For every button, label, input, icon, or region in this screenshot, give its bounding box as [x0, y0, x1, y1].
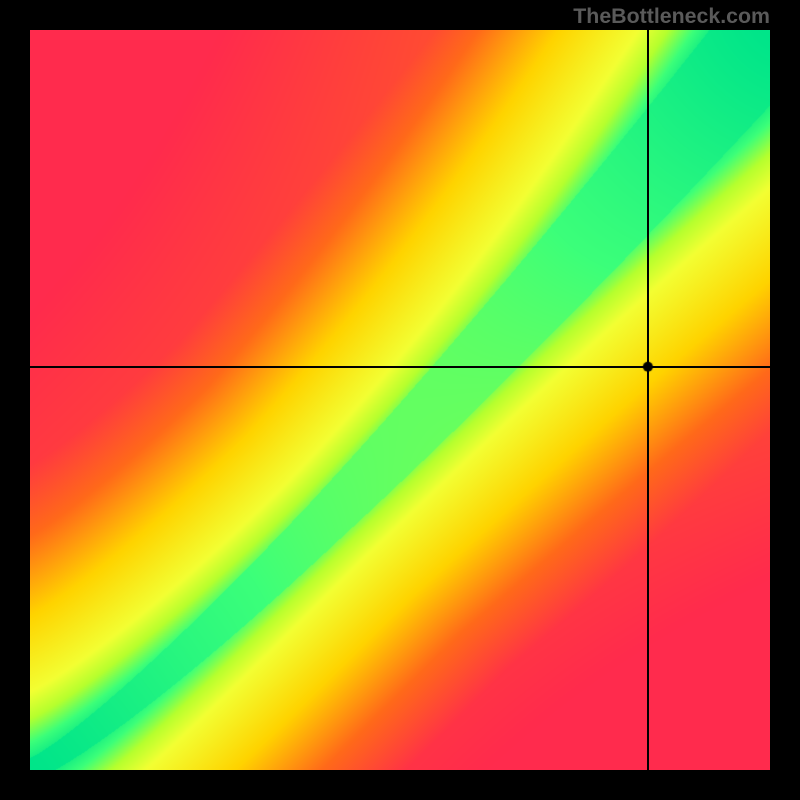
- figure-container: TheBottleneck.com: [0, 0, 800, 800]
- bottleneck-heatmap: [30, 30, 770, 770]
- crosshair-vertical-line: [647, 30, 649, 770]
- watermark-text: TheBottleneck.com: [573, 4, 770, 29]
- crosshair-horizontal-line: [30, 366, 770, 368]
